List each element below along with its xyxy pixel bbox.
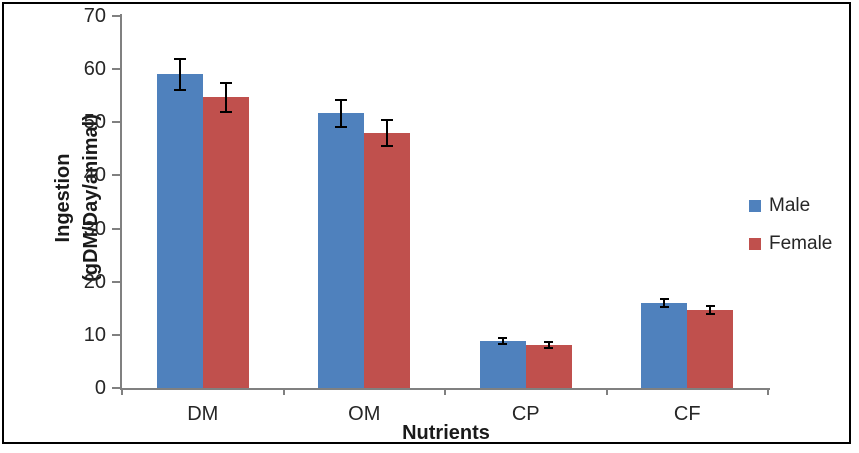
error-bar-cap <box>219 81 232 84</box>
x-category-label: CP <box>511 403 540 425</box>
bar-female-cp <box>525 344 572 388</box>
error-bar <box>386 120 389 146</box>
y-axis-tick <box>112 15 121 17</box>
legend: Male Female <box>749 195 833 254</box>
y-axis-tick <box>112 280 121 283</box>
x-axis-tick <box>767 388 769 395</box>
legend-item-female: Female <box>749 233 833 254</box>
error-bar-cap <box>381 119 394 122</box>
x-category-label: CF <box>673 403 701 425</box>
female-series-swatch <box>749 238 761 250</box>
y-axis-tick <box>112 174 121 177</box>
error-bar <box>501 338 504 345</box>
error-bar <box>178 58 181 91</box>
y-axis-tick <box>112 333 121 336</box>
error-bar-cap <box>498 337 508 340</box>
figure-border <box>2 2 851 444</box>
y-tick-label: 30 <box>83 217 106 240</box>
y-tick-label: 60 <box>83 58 106 81</box>
error-bar <box>663 298 666 308</box>
y-tick-label: 10 <box>83 323 106 346</box>
y-tick-label: 20 <box>83 270 106 293</box>
y-tick-label: 70 <box>83 5 106 27</box>
error-bar <box>547 342 550 348</box>
error-bar-cap <box>705 305 715 308</box>
y-tick-label: 40 <box>83 164 106 187</box>
error-bar <box>224 82 227 112</box>
legend-item-male: Male <box>749 195 832 216</box>
x-axis-tick <box>605 388 608 395</box>
y-axis-tick <box>112 121 121 124</box>
x-category-label: DM <box>187 403 219 425</box>
bar-female-dm <box>202 97 249 388</box>
error-bar-cap <box>219 110 232 113</box>
y-axis-tick <box>112 387 121 389</box>
legend-label-male: Male <box>769 195 811 216</box>
error-bar-cap <box>659 306 669 309</box>
error-bar <box>340 99 343 127</box>
bar-male-cf <box>641 302 688 388</box>
error-bar <box>709 306 712 314</box>
y-axis-tick <box>112 227 121 230</box>
x-axis-tick <box>444 388 446 395</box>
error-bar-cap <box>544 346 554 349</box>
y-axis-line <box>120 14 122 390</box>
error-bar-cap <box>498 343 508 346</box>
error-bar-cap <box>173 57 186 60</box>
error-bar-cap <box>335 98 348 101</box>
error-bar-cap <box>173 89 186 92</box>
male-series-swatch <box>749 200 761 212</box>
x-category-label: OM <box>348 403 381 425</box>
y-tick-label: 0 <box>94 377 106 399</box>
error-bar-cap <box>705 312 715 315</box>
bar-male-om <box>318 113 365 388</box>
bar-male-dm <box>156 74 203 388</box>
bar-male-cp <box>479 341 526 388</box>
error-bar-cap <box>544 341 554 344</box>
error-bar-cap <box>659 297 669 300</box>
legend-label-female: Female <box>769 233 833 254</box>
y-axis-tick <box>112 68 121 71</box>
bar-female-om <box>364 132 411 388</box>
y-tick-label: 50 <box>83 111 106 134</box>
error-bar-cap <box>381 144 394 147</box>
x-axis-tick <box>282 388 285 395</box>
error-bar-cap <box>335 125 348 128</box>
x-axis-title: Nutrients <box>402 422 490 444</box>
bar-female-cf <box>687 309 734 388</box>
x-axis-tick <box>121 388 123 395</box>
